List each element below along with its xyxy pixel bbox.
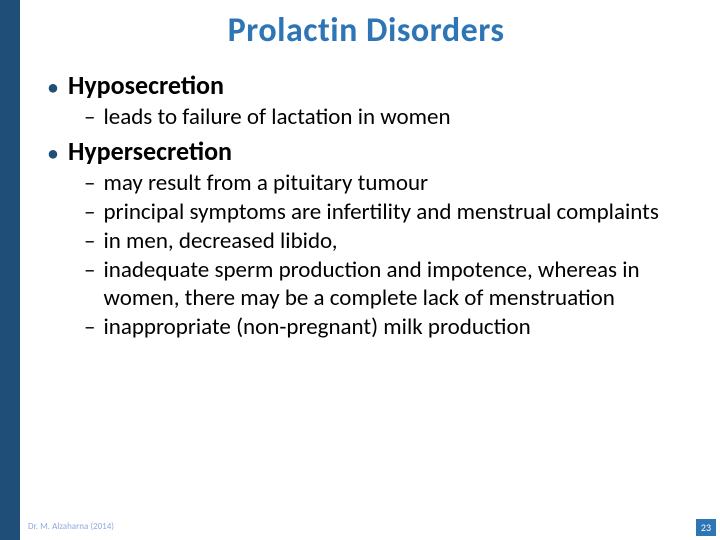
item-text: principal symptoms are infertility and m…	[103, 198, 658, 226]
bullet-icon: •	[48, 76, 58, 100]
dash-icon: –	[84, 169, 95, 197]
slide-title: Prolactin Disorders	[40, 10, 692, 51]
list-item: – leads to failure of lactation in women	[84, 103, 692, 131]
list-item: – in men, decreased libido,	[84, 227, 692, 255]
slide-body: Prolactin Disorders • Hyposecretion – le…	[20, 0, 720, 540]
item-text: inappropriate (non-pregnant) milk produc…	[103, 313, 530, 341]
sub-list: – leads to failure of lactation in women	[84, 103, 692, 131]
heading-text: Hypersecretion	[68, 135, 232, 167]
dash-icon: –	[84, 103, 95, 131]
heading-hypersecretion: • Hypersecretion	[48, 135, 692, 167]
dash-icon: –	[84, 256, 95, 284]
section-hypersecretion: • Hypersecretion – may result from a pit…	[40, 135, 692, 341]
footer-credit: Dr. M. Alzaharna (2014)	[28, 521, 114, 532]
left-accent-bar	[0, 0, 20, 540]
dash-icon: –	[84, 227, 95, 255]
dash-icon: –	[84, 313, 95, 341]
list-item: – may result from a pituitary tumour	[84, 169, 692, 197]
content-list: • Hyposecretion – leads to failure of la…	[40, 69, 692, 341]
heading-text: Hyposecretion	[68, 69, 224, 101]
sub-list: – may result from a pituitary tumour – p…	[84, 169, 692, 341]
list-item: – inadequate sperm production and impote…	[84, 256, 692, 312]
item-text: inadequate sperm production and impotenc…	[103, 256, 692, 312]
dash-icon: –	[84, 198, 95, 226]
item-text: may result from a pituitary tumour	[103, 169, 428, 197]
item-text: in men, decreased libido,	[103, 227, 337, 255]
page-number: 23	[696, 519, 716, 536]
bullet-icon: •	[48, 142, 58, 166]
list-item: – inappropriate (non-pregnant) milk prod…	[84, 313, 692, 341]
heading-hyposecretion: • Hyposecretion	[48, 69, 692, 101]
list-item: – principal symptoms are infertility and…	[84, 198, 692, 226]
item-text: leads to failure of lactation in women	[103, 103, 450, 131]
section-hyposecretion: • Hyposecretion – leads to failure of la…	[40, 69, 692, 131]
